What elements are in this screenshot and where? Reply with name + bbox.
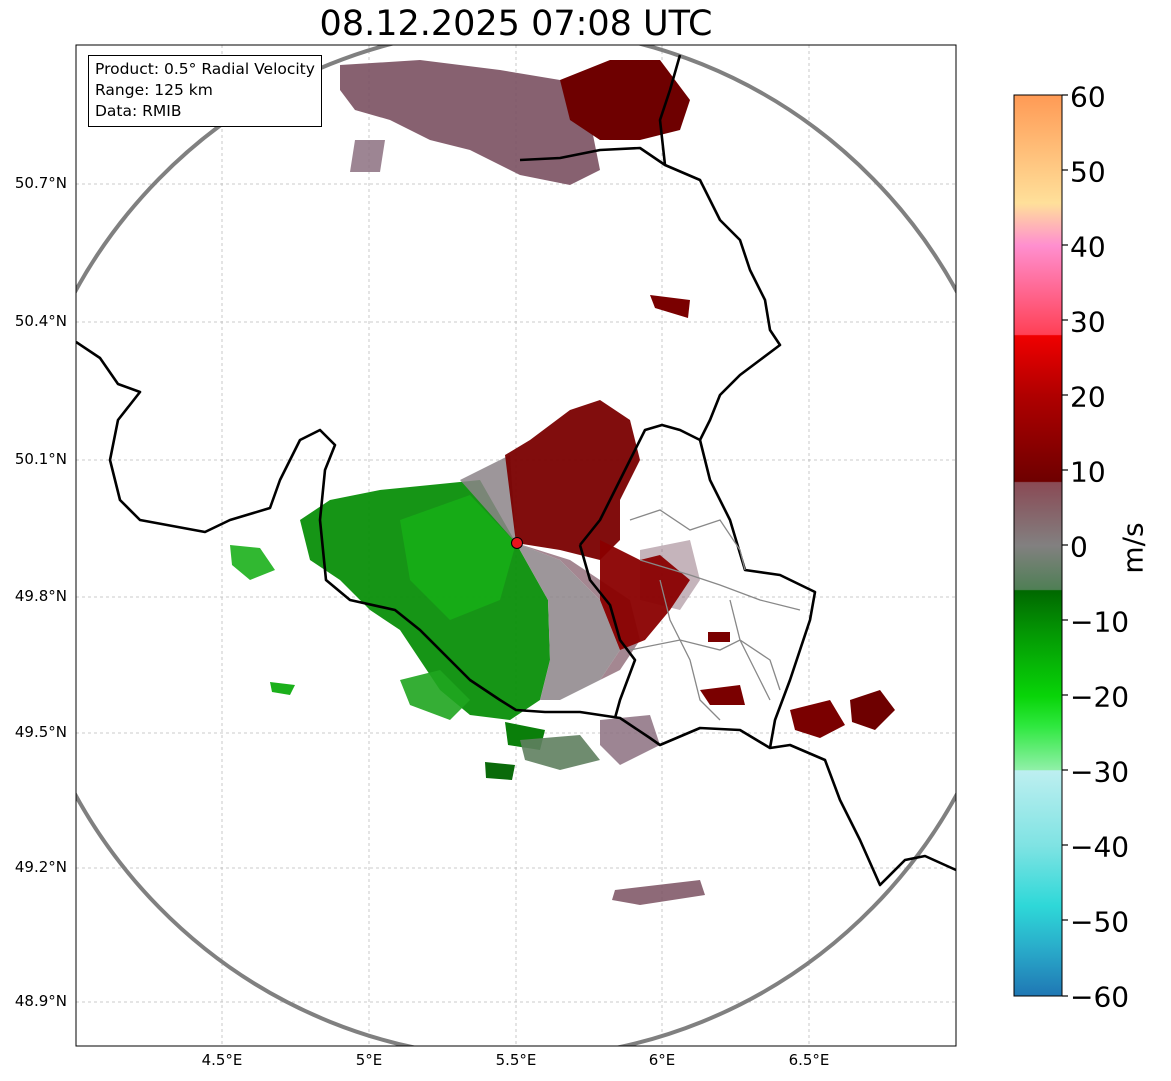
- country-borders: [76, 54, 956, 887]
- colorbar-tick-label: 20: [1070, 380, 1106, 414]
- region-borders: [629, 509, 801, 721]
- lat-label: 50.7°N: [14, 174, 67, 192]
- colorbar-units-label: m/s: [1116, 522, 1150, 574]
- colorbar-tick-label: 50: [1070, 155, 1106, 189]
- colorbar-tick-label: 10: [1070, 455, 1106, 489]
- colorbar-ticks: [1062, 94, 1068, 997]
- colorbar-tick-label: −60: [1070, 980, 1130, 1014]
- lon-label: 6.5°E: [788, 1051, 830, 1069]
- data-source-label: Data: RMIB: [95, 102, 182, 120]
- colorbar-tick-label: −40: [1070, 830, 1130, 864]
- map-title: 08.12.2025 07:08 UTC: [319, 4, 713, 44]
- colorbar-tick-label: 40: [1070, 230, 1106, 264]
- outbound-velocity-echoes: [505, 60, 895, 738]
- product-label: Product: 0.5° Radial Velocity: [95, 60, 315, 78]
- info-box: Product: 0.5° Radial Velocity Range: 125…: [88, 55, 322, 127]
- lon-label: 5°E: [355, 1051, 383, 1069]
- lat-label: 48.9°N: [14, 992, 67, 1010]
- colorbar-tick-label: −10: [1070, 605, 1130, 639]
- lat-label: 50.1°N: [14, 450, 67, 468]
- lon-label: 4.5°E: [201, 1051, 243, 1069]
- colorbar-tick-label: 0: [1070, 530, 1088, 564]
- lon-label: 6°E: [648, 1051, 676, 1069]
- lat-label: 49.8°N: [14, 587, 67, 605]
- map-frame: [75, 44, 957, 1047]
- colorbar-tick-label: 30: [1070, 305, 1106, 339]
- radar-site-marker[interactable]: [511, 537, 523, 549]
- colorbar: [1013, 94, 1063, 997]
- range-label: Range: 125 km: [95, 81, 213, 99]
- colorbar-tick-label: −50: [1070, 905, 1130, 939]
- colorbar-tick-label: −20: [1070, 680, 1130, 714]
- lon-label: 5.5°E: [495, 1051, 537, 1069]
- lat-label: 49.5°N: [14, 723, 67, 741]
- colorbar-tick-label: −30: [1070, 755, 1130, 789]
- lat-label: 50.4°N: [14, 312, 67, 330]
- colorbar-tick-label: 60: [1070, 80, 1106, 114]
- lat-label: 49.2°N: [14, 858, 67, 876]
